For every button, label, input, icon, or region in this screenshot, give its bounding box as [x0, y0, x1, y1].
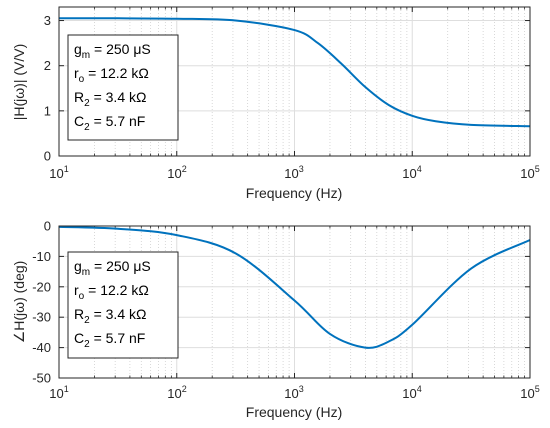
x-tick-labels: 101 102 103 104 105: [49, 384, 539, 401]
x-tick-label: 102: [167, 164, 186, 181]
x-tick-label: 105: [520, 164, 539, 181]
phase-plot: 0 -10 -20 -30 -40 -50 101 102 103 104 10…: [11, 219, 540, 421]
y-tick-label: 2: [44, 58, 51, 73]
y-axis-label: |H(jω)| (V/V): [11, 44, 27, 121]
x-tick-label: 103: [284, 384, 303, 401]
x-tick-label: 103: [284, 164, 303, 181]
legend-line-gm: gm = 250 μS: [74, 41, 151, 61]
x-tick-label: 104: [402, 384, 421, 401]
x-axis-label: Frequency (Hz): [246, 404, 342, 420]
y-tick-label: -50: [32, 371, 51, 386]
x-tick-label: 105: [520, 384, 539, 401]
x-tick-label: 101: [49, 384, 68, 401]
parameter-legend: gm = 250 μS ro = 12.2 kΩ R2 = 3.4 kΩ C2 …: [67, 34, 179, 141]
y-tick-label: -40: [32, 340, 51, 355]
x-tick-labels: 101 102 103 104 105: [49, 164, 539, 181]
parameter-legend: gm = 250 μS ro = 12.2 kΩ R2 = 3.4 kΩ C2 …: [67, 251, 179, 359]
y-tick-label: 0: [44, 219, 51, 234]
phase-line: [58, 225, 531, 349]
y-tick-labels: 0 1 2 3: [44, 13, 51, 164]
y-tick-label: -10: [32, 249, 51, 264]
x-tick-label: 104: [402, 164, 421, 181]
legend-line-c2: C2 = 5.7 nF: [74, 330, 145, 350]
y-axis-label: ∠H(jω) (deg): [11, 261, 27, 344]
x-axis-label: Frequency (Hz): [246, 185, 342, 201]
magnitude-line: [58, 17, 531, 128]
legend-box: [67, 34, 179, 141]
y-tick-label: 1: [44, 103, 51, 118]
x-tick-label: 101: [49, 164, 68, 181]
legend-line-c2: C2 = 5.7 nF: [74, 113, 145, 133]
magnitude-plot: 0 1 2 3 101 102 103 104 105 Frequency (H…: [11, 6, 540, 201]
legend-line-r2: R2 = 3.4 kΩ: [74, 306, 146, 326]
legend-line-r2: R2 = 3.4 kΩ: [74, 89, 146, 109]
y-tick-labels: 0 -10 -20 -30 -40 -50: [32, 219, 51, 386]
y-tick-label: 3: [44, 13, 51, 28]
legend-line-gm: gm = 250 μS: [74, 258, 151, 278]
legend-line-ro: ro = 12.2 kΩ: [74, 282, 149, 302]
y-tick-label: -20: [32, 279, 51, 294]
legend-line-ro: ro = 12.2 kΩ: [74, 65, 149, 85]
series: [58, 17, 531, 128]
x-tick-label: 102: [167, 384, 186, 401]
legend-box: [67, 251, 179, 359]
axes-box: [58, 225, 531, 379]
y-tick-label: 0: [44, 149, 51, 164]
y-tick-label: -30: [32, 310, 51, 325]
series: [58, 225, 531, 349]
axes-box: [58, 6, 531, 157]
